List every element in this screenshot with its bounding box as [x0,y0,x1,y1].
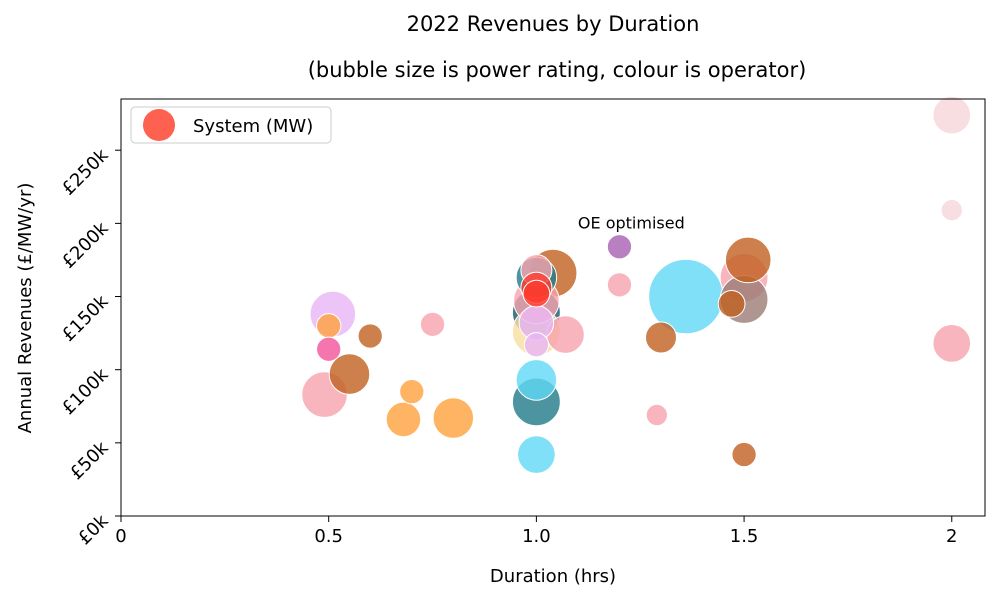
data-point [399,378,425,405]
y-tick-label: £50k [66,437,113,484]
data-point [932,95,972,135]
data-point [328,353,371,395]
y-tick-label: £250k [58,144,113,199]
data-point [644,321,678,354]
x-tick-label: 2 [946,526,957,547]
data-point [432,397,475,439]
legend-label: System (MW) [193,116,313,137]
legend-marker [143,109,175,141]
data-point [522,279,551,308]
chart-title: 2022 Revenues by Duration [407,12,700,36]
data-point [940,199,963,222]
data-point [724,236,772,284]
x-tick-label: 0 [115,526,126,547]
data-point [731,441,757,468]
data-point [517,435,556,474]
data-point [645,403,668,427]
annotation-label: OE optimised [578,213,685,232]
x-axis-label: Duration (hrs) [490,566,616,587]
y-tick-label: £100k [58,364,113,419]
data-point [515,359,558,401]
legend: System (MW) [130,106,332,144]
data-point [316,313,342,339]
data-point [316,336,342,362]
data-point [523,332,550,358]
x-tick-label: 0.5 [314,526,343,547]
y-tick-label: £0k [74,510,113,549]
data-point [606,234,633,260]
y-tick-label: £200k [58,218,113,273]
legend-box [130,106,332,144]
data-point [385,401,422,438]
chart-subtitle: (bubble size is power rating, colour is … [308,58,807,82]
data-point [606,272,633,298]
bubble-series [301,95,972,474]
y-tick-label: £150k [58,291,113,346]
data-point [932,323,972,363]
data-point [419,311,446,337]
data-point [357,323,383,349]
x-tick-label: 1.5 [730,526,759,547]
plot-frame [120,98,986,517]
y-axis-label: Annual Revenues (£/MW/yr) [15,183,36,434]
data-point [717,289,746,318]
x-tick-label: 1.0 [522,526,551,547]
